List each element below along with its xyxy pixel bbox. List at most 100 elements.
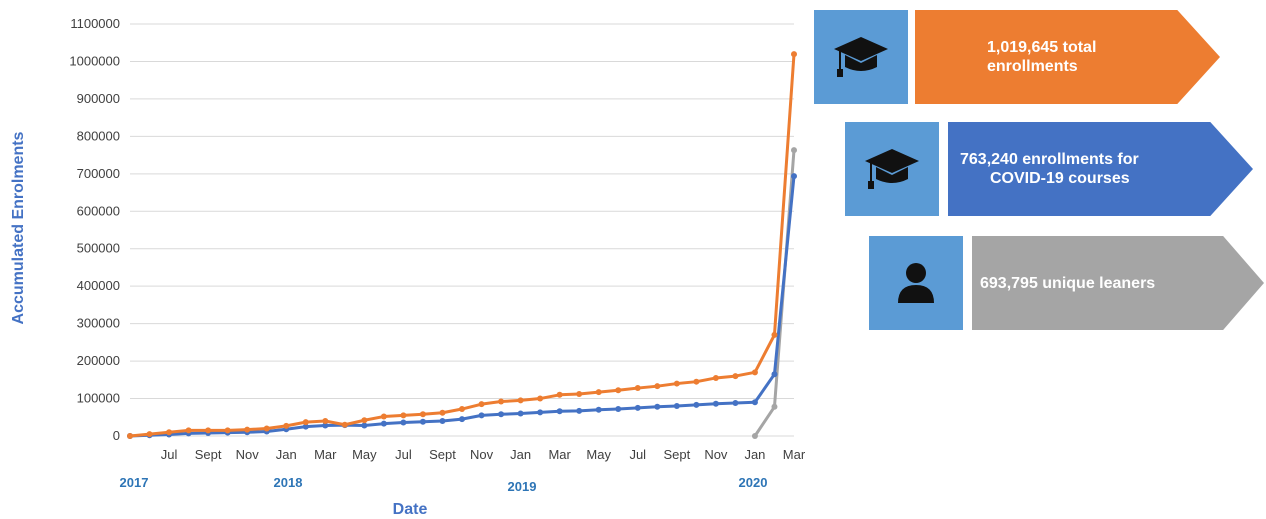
- unique-learners-banner: 693,795 unique leaners: [972, 236, 1264, 330]
- data-point: [693, 401, 700, 408]
- year-labels: 2017 2018 2019 2020: [120, 475, 768, 494]
- y-tick-label: 200000: [77, 353, 120, 368]
- data-point: [127, 433, 133, 439]
- data-point: [791, 173, 797, 180]
- data-point: [771, 331, 778, 338]
- y-tick-label: 100000: [77, 391, 120, 406]
- covid-enrollments-banner: 763,240 enrollments for COVID-19 courses: [948, 122, 1253, 216]
- data-point: [654, 383, 661, 390]
- data-point: [478, 412, 485, 419]
- data-point: [732, 373, 739, 380]
- data-point: [361, 422, 368, 429]
- data-point: [439, 409, 446, 416]
- data-point: [791, 147, 797, 154]
- total-enrollments-banner: 1,019,645 total enrollments: [915, 10, 1220, 104]
- user-icon: [898, 263, 934, 303]
- x-axis-ticks: Jul Sept Nov Jan Mar May Jul Sept Nov Jan Mar May Ju…: [161, 447, 806, 462]
- data-point: [673, 380, 680, 387]
- x-tick-label: Jan: [510, 447, 531, 462]
- banner-line-1: 693,795 unique leaners: [980, 274, 1156, 292]
- y-tick-label: 600000: [77, 203, 120, 218]
- data-point: [791, 51, 797, 58]
- data-point: [556, 391, 563, 398]
- y-tick-label: 800000: [77, 128, 120, 143]
- x-tick-label: Mar: [314, 447, 337, 462]
- data-point: [517, 410, 524, 417]
- x-tick-label: Mar: [548, 447, 571, 462]
- y-tick-label: 400000: [77, 278, 120, 293]
- data-point: [615, 406, 622, 413]
- graduation-cap-icon: [865, 149, 919, 189]
- y-tick-label: 700000: [77, 166, 120, 181]
- data-point: [712, 374, 719, 381]
- data-point: [478, 401, 485, 408]
- data-point: [459, 416, 465, 423]
- data-point: [751, 433, 758, 439]
- x-tick-label: Sept: [195, 447, 222, 462]
- data-point: [302, 423, 309, 430]
- data-point: [322, 422, 329, 429]
- x-tick-label: Jul: [161, 447, 178, 462]
- x-tick-label: Sept: [663, 447, 690, 462]
- data-point: [244, 426, 251, 433]
- y-tick-label: 1000000: [69, 53, 120, 68]
- x-tick-label: Jul: [629, 447, 646, 462]
- x-tick-label: Sept: [429, 447, 456, 462]
- data-point: [771, 371, 778, 378]
- y-tick-label: 500000: [77, 241, 120, 256]
- series-line: [129, 53, 796, 438]
- data-point: [419, 411, 426, 418]
- data-point: [634, 404, 641, 411]
- x-tick-label: Jul: [395, 447, 412, 462]
- data-point: [380, 413, 387, 420]
- data-point: [322, 418, 329, 425]
- banner-line-1: 763,240 enrollments for: [960, 151, 1139, 168]
- data-point: [576, 407, 583, 414]
- data-point: [556, 408, 563, 415]
- data-point: [205, 427, 212, 434]
- data-point: [654, 403, 661, 410]
- data-point: [439, 418, 446, 425]
- data-point: [537, 409, 544, 416]
- year-label: 2019: [508, 479, 537, 494]
- series-line: [129, 175, 796, 438]
- data-point: [380, 420, 387, 427]
- series-lines: [127, 51, 797, 439]
- y-tick-label: 300000: [77, 316, 120, 331]
- y-axis-title: Accumulated Enrolments: [10, 131, 27, 324]
- x-axis-title: Date: [393, 501, 428, 518]
- data-point: [771, 403, 778, 410]
- data-point: [400, 412, 407, 419]
- icon-box: [869, 236, 963, 330]
- x-tick-label: May: [352, 447, 377, 462]
- data-point: [673, 403, 680, 410]
- x-tick-label: Nov: [236, 447, 260, 462]
- data-point: [634, 385, 641, 392]
- data-point: [146, 431, 153, 438]
- data-point: [751, 369, 758, 376]
- x-tick-label: Jan: [276, 447, 297, 462]
- data-point: [595, 406, 602, 413]
- data-point: [419, 418, 426, 425]
- banner-line-2: enrollments: [987, 58, 1078, 75]
- x-tick-label: Nov: [470, 447, 494, 462]
- data-point: [615, 387, 622, 394]
- data-point: [341, 421, 348, 428]
- year-label: 2020: [739, 475, 768, 490]
- data-point: [537, 395, 544, 402]
- data-point: [400, 419, 407, 426]
- icon-box: [814, 10, 908, 104]
- icon-box: [845, 122, 939, 216]
- data-point: [498, 411, 505, 418]
- data-point: [595, 389, 602, 396]
- data-point: [283, 422, 290, 429]
- year-label: 2018: [274, 475, 303, 490]
- x-tick-label: May: [586, 447, 611, 462]
- data-point: [361, 417, 368, 424]
- data-point: [302, 419, 309, 426]
- x-tick-label: Nov: [704, 447, 728, 462]
- data-point: [459, 406, 465, 413]
- enrolments-line-chart: 0 100000 200000 300000 400000 500000 600000 700…: [10, 16, 806, 518]
- data-point: [185, 427, 192, 434]
- data-point: [712, 400, 719, 407]
